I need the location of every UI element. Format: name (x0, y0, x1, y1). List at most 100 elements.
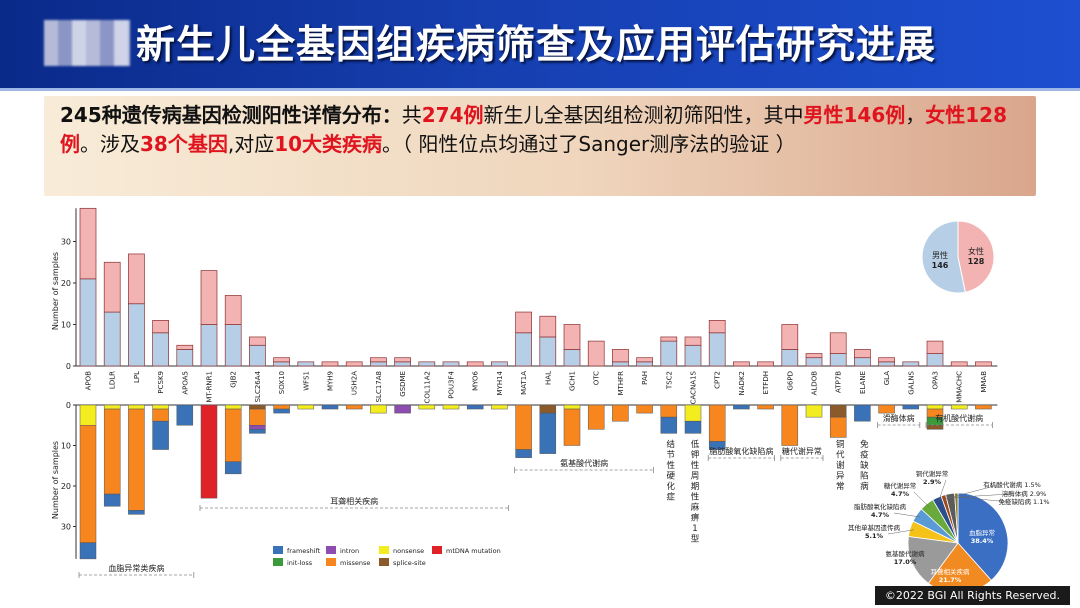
bar-female (103, 261, 121, 313)
legend-label: init-loss (287, 559, 313, 567)
gene-label: CPT2 (714, 371, 722, 389)
pie-label: 耳聋相关疾病 (931, 567, 971, 576)
summary-lead: 245种遗传病基因检测阳性详情分布： (60, 103, 402, 127)
summary-male: 男性146例 (803, 103, 906, 127)
vertical-annotation-char: 低 (691, 439, 700, 450)
pie-leader-line (938, 479, 947, 502)
pie-label: 糖代谢异常 (884, 481, 917, 490)
bottom-y-tick-label: 10 (61, 442, 71, 451)
pie-value: 17.0% (894, 558, 917, 566)
bar-female (587, 340, 605, 367)
bar-female (79, 207, 97, 280)
gene-label: PAH (641, 371, 649, 385)
bar-male (926, 353, 944, 367)
gene-label: ALDOB (811, 371, 819, 396)
bar-missense (829, 416, 847, 438)
gene-label: ETFDH (762, 371, 770, 394)
gene-label: APOB (85, 371, 93, 391)
bar-missense (563, 408, 581, 446)
gene-label: MTHFR (617, 371, 625, 396)
vertical-annotation-char: 痹 (691, 513, 700, 524)
summary-box: 245种遗传病基因检测阳性详情分布：共274例新生儿全基因组检测初筛阳性，其中男… (44, 96, 1036, 196)
bar-missense (708, 404, 726, 442)
page-title: 新生儿全基因组疾病筛查及应用评估研究进展 (136, 23, 937, 68)
bar-splice_site (829, 404, 847, 418)
vertical-annotation-char: 病 (860, 481, 869, 492)
bar-missense (878, 404, 895, 414)
pie-slice-female (957, 220, 995, 293)
top-y-tick-label: 30 (61, 238, 71, 247)
bar-female (975, 361, 992, 367)
bottom-y-tick-label: 0 (66, 401, 71, 410)
legend-label: nonsense (393, 547, 424, 555)
summary-text-1: 共 (401, 103, 422, 127)
gene-label: HAL (544, 371, 552, 385)
gene-label: MMAB (980, 371, 988, 393)
bar-female (708, 320, 726, 334)
bar-female (128, 253, 145, 305)
bar-male (370, 361, 387, 367)
pie-slice (954, 492, 959, 544)
annotation-label: 脂肪酸氧化缺陷病 (709, 446, 773, 456)
summary-female: 女性128例 (60, 103, 1007, 156)
gene-label: MAT1A (520, 371, 528, 395)
bar-male (224, 324, 242, 367)
bar-frameshift (902, 404, 920, 410)
bar-missense (224, 408, 242, 462)
bar-frameshift (854, 404, 871, 422)
summary-text-3: ， (905, 103, 926, 127)
blurred-logo (44, 20, 130, 66)
summary-classes: 10大类疾病 (274, 132, 383, 156)
bar-frameshift (660, 416, 678, 434)
gene-label: CACNA1S (690, 370, 698, 404)
bar-female (273, 357, 290, 363)
bar-male (418, 361, 436, 367)
bar-splice_site (249, 404, 266, 410)
pie-value: 128 (968, 257, 985, 266)
bar-female (224, 295, 242, 325)
pie-value: 38.4% (971, 537, 994, 545)
bar-male (636, 361, 653, 367)
pie-value: 2.9% (923, 478, 942, 486)
vertical-annotation-char: 代 (836, 450, 845, 461)
bar-female (660, 336, 678, 342)
bar-nonsense (297, 404, 315, 410)
legend-label: splice-site (393, 559, 426, 567)
pie-label: 铜代谢异常 (916, 469, 949, 478)
header-divider (0, 88, 1080, 91)
pie-slice (957, 492, 1009, 581)
bar-nonsense (418, 404, 436, 410)
vertical-annotation-char: 期 (691, 482, 700, 492)
pie-leader-line (956, 496, 1011, 503)
vertical-annotation-char: 周 (691, 472, 700, 482)
bar-female (200, 270, 218, 325)
bar-missense (103, 408, 121, 495)
bar-female (757, 361, 774, 367)
pie-label: 有机酸代谢病 1.5% (983, 480, 1041, 489)
vertical-annotation-char: 性 (691, 492, 700, 503)
bar-male (708, 332, 726, 367)
legend-label: mtDNA mutation (446, 547, 501, 555)
bar-missense (128, 408, 145, 511)
gene-label: WFS1 (302, 371, 310, 391)
bar-nonsense (491, 404, 508, 410)
gene-label: MMACHC (956, 371, 964, 403)
bar-male (79, 278, 97, 367)
pie-leader-line (944, 484, 999, 500)
gene-label: APOA5 (181, 371, 189, 395)
bar-frameshift (321, 404, 339, 410)
bar-female (636, 357, 653, 363)
pie-label: 其他单基因遗传病 (848, 523, 901, 532)
gene-label: MYH9 (327, 371, 335, 391)
pie-label: 氨基酸代谢病 (886, 549, 926, 558)
bottom-y-tick-label: 30 (61, 523, 71, 532)
vertical-annotation-char: 异 (836, 472, 845, 482)
bar-missense (249, 408, 266, 426)
bar-female (539, 315, 557, 338)
pie-label: 溶酶体病 2.9% (1002, 489, 1047, 498)
gene-label: LDLR (109, 371, 117, 389)
gene-label: OPA3 (932, 371, 940, 390)
legend-swatch (379, 546, 389, 554)
annotation-label: 滑酶体病 (883, 413, 915, 423)
